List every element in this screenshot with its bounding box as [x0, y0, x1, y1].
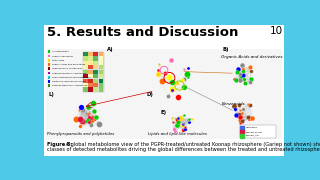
Bar: [84, 52, 104, 92]
Bar: [99, 78, 103, 83]
Bar: [93, 83, 98, 87]
Bar: [48, 84, 51, 87]
Bar: [88, 70, 93, 74]
Text: Organosulfuric compounds: Organosulfuric compounds: [52, 68, 81, 69]
Text: Organic flavonoids: Organic flavonoids: [52, 56, 72, 57]
Text: Phenylpropanoids and polyketides: Phenylpropanoids and polyketides: [47, 132, 114, 136]
Bar: [48, 50, 51, 53]
Bar: [99, 56, 103, 60]
Bar: [93, 78, 98, 83]
Bar: [84, 61, 88, 65]
Bar: [240, 125, 276, 138]
Text: Lipids and lipid-like molecules: Lipids and lipid-like molecules: [52, 81, 85, 82]
Bar: [88, 87, 93, 92]
Text: Organophosphonic compounds: Organophosphonic compounds: [52, 73, 86, 74]
Bar: [48, 59, 51, 62]
Text: Lipids and lipid-like molecules: Lipids and lipid-like molecules: [148, 132, 207, 136]
Text: A): A): [108, 47, 114, 52]
Bar: [48, 80, 51, 83]
Text: A global metabolome view of the PGPR-treated/untreated Koonap rhizosphere (Garie: A global metabolome view of the PGPR-tre…: [64, 142, 320, 147]
Bar: [93, 61, 98, 65]
Bar: [84, 65, 88, 69]
Text: E): E): [160, 110, 166, 115]
Bar: [48, 55, 51, 57]
Text: Organic acids and derivatives: Organic acids and derivatives: [52, 64, 85, 65]
Bar: [88, 56, 93, 60]
Bar: [46, 49, 282, 139]
Bar: [99, 83, 103, 87]
Bar: [88, 65, 93, 69]
Bar: [88, 74, 93, 78]
Bar: [88, 83, 93, 87]
Bar: [84, 70, 88, 74]
Text: 5. Results and Discussion: 5. Results and Discussion: [47, 26, 238, 39]
FancyBboxPatch shape: [44, 25, 284, 156]
Text: Phenylpropanoids and metabolites: Phenylpropanoids and metabolites: [52, 77, 90, 78]
Bar: [88, 78, 93, 83]
Text: Koonap_B-left: Koonap_B-left: [245, 131, 262, 133]
Text: Untreated: Untreated: [245, 127, 257, 129]
Bar: [93, 70, 98, 74]
Text: Organoheterocyclic compounds: Organoheterocyclic compounds: [52, 85, 87, 86]
Text: Benzenoids: Benzenoids: [222, 102, 246, 106]
Text: L): L): [49, 91, 54, 96]
Bar: [99, 70, 103, 74]
Text: Fatty acids: Fatty acids: [52, 60, 64, 61]
Bar: [99, 87, 103, 92]
Text: Koonap_Ctrl: Koonap_Ctrl: [245, 135, 260, 136]
Text: D): D): [147, 91, 154, 96]
Bar: [99, 74, 103, 78]
Bar: [93, 56, 98, 60]
Bar: [48, 72, 51, 74]
Bar: [99, 65, 103, 69]
Bar: [99, 52, 103, 56]
Text: All metabolites: All metabolites: [52, 51, 68, 53]
Text: Organic Acids and derivatives: Organic Acids and derivatives: [221, 55, 283, 59]
Bar: [84, 83, 88, 87]
Text: Figure 8:: Figure 8:: [47, 142, 72, 147]
Text: 10: 10: [269, 26, 283, 36]
Bar: [93, 74, 98, 78]
Bar: [48, 68, 51, 70]
Text: B): B): [223, 47, 229, 52]
Bar: [88, 52, 93, 56]
Bar: [48, 76, 51, 79]
Bar: [93, 87, 98, 92]
Bar: [84, 74, 88, 78]
Text: classes of detected metabolites driving the global differences between the treat: classes of detected metabolites driving …: [47, 147, 320, 152]
Bar: [88, 61, 93, 65]
Bar: [93, 52, 98, 56]
Bar: [84, 87, 88, 92]
Bar: [84, 56, 88, 60]
Bar: [48, 63, 51, 66]
Bar: [84, 78, 88, 83]
Bar: [99, 61, 103, 65]
Bar: [93, 65, 98, 69]
Bar: [84, 52, 88, 56]
